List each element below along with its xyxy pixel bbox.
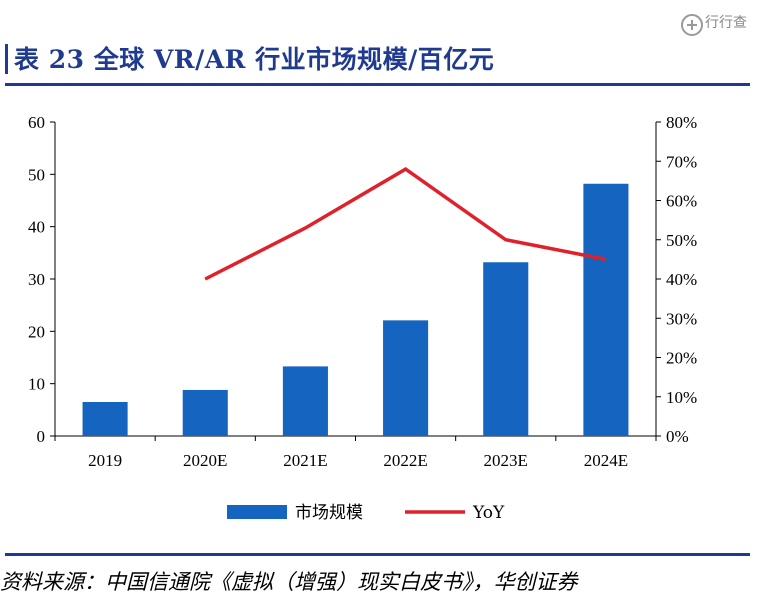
legend-label-bar: 市场规模 bbox=[295, 503, 363, 523]
x-tick-label: 2023E bbox=[484, 451, 528, 470]
y-right-tick-label: 50% bbox=[666, 231, 697, 250]
y-left-tick-label: 20 bbox=[28, 322, 45, 341]
bar bbox=[383, 320, 429, 436]
y-left-tick-label: 10 bbox=[28, 375, 45, 394]
bar bbox=[483, 262, 529, 436]
x-tick-label: 2022E bbox=[383, 451, 427, 470]
title-accent-bar bbox=[5, 44, 8, 74]
logo-text: 行行查 bbox=[705, 15, 747, 31]
y-right-tick-label: 20% bbox=[666, 349, 697, 368]
y-right-tick-label: 80% bbox=[666, 113, 697, 132]
bar bbox=[82, 401, 128, 436]
yoy-point bbox=[605, 258, 607, 260]
source-note: 资料来源：中国信通院《虚拟（增强）现实白皮书》，华创证券 bbox=[0, 570, 578, 594]
bar bbox=[182, 389, 228, 436]
legend-label-line: YoY bbox=[472, 503, 505, 523]
source-rule bbox=[5, 553, 750, 556]
yoy-point bbox=[505, 239, 507, 241]
y-left-tick-label: 60 bbox=[28, 113, 45, 132]
yoy-line bbox=[204, 167, 607, 281]
x-tick-label: 2021E bbox=[283, 451, 327, 470]
y-right-tick-label: 30% bbox=[666, 309, 697, 328]
yoy-point bbox=[204, 278, 206, 280]
y-right-tick-label: 10% bbox=[666, 388, 697, 407]
bar bbox=[583, 183, 629, 436]
yoy-point bbox=[304, 227, 306, 229]
y-right-tick-label: 70% bbox=[666, 152, 697, 171]
legend-swatch-bar bbox=[227, 505, 287, 519]
yoy-point bbox=[405, 168, 407, 170]
chart-title: 表 23 全球 VR/AR 行业市场规模/百亿元 bbox=[14, 45, 495, 74]
y-right-tick-label: 0% bbox=[666, 427, 689, 446]
bar bbox=[282, 366, 328, 436]
x-tick-label: 2024E bbox=[584, 451, 628, 470]
x-tick-label: 2020E bbox=[183, 451, 227, 470]
y-left-tick-label: 40 bbox=[28, 218, 45, 237]
y-left-tick-label: 50 bbox=[28, 165, 45, 184]
y-right-tick-label: 60% bbox=[666, 192, 697, 211]
title-rule bbox=[5, 83, 750, 86]
x-tick-label: 2019 bbox=[88, 451, 122, 470]
y-left-tick-label: 30 bbox=[28, 270, 45, 289]
y-left-tick-label: 0 bbox=[37, 427, 46, 446]
y-right-tick-label: 40% bbox=[666, 270, 697, 289]
logo-icon bbox=[681, 14, 703, 36]
